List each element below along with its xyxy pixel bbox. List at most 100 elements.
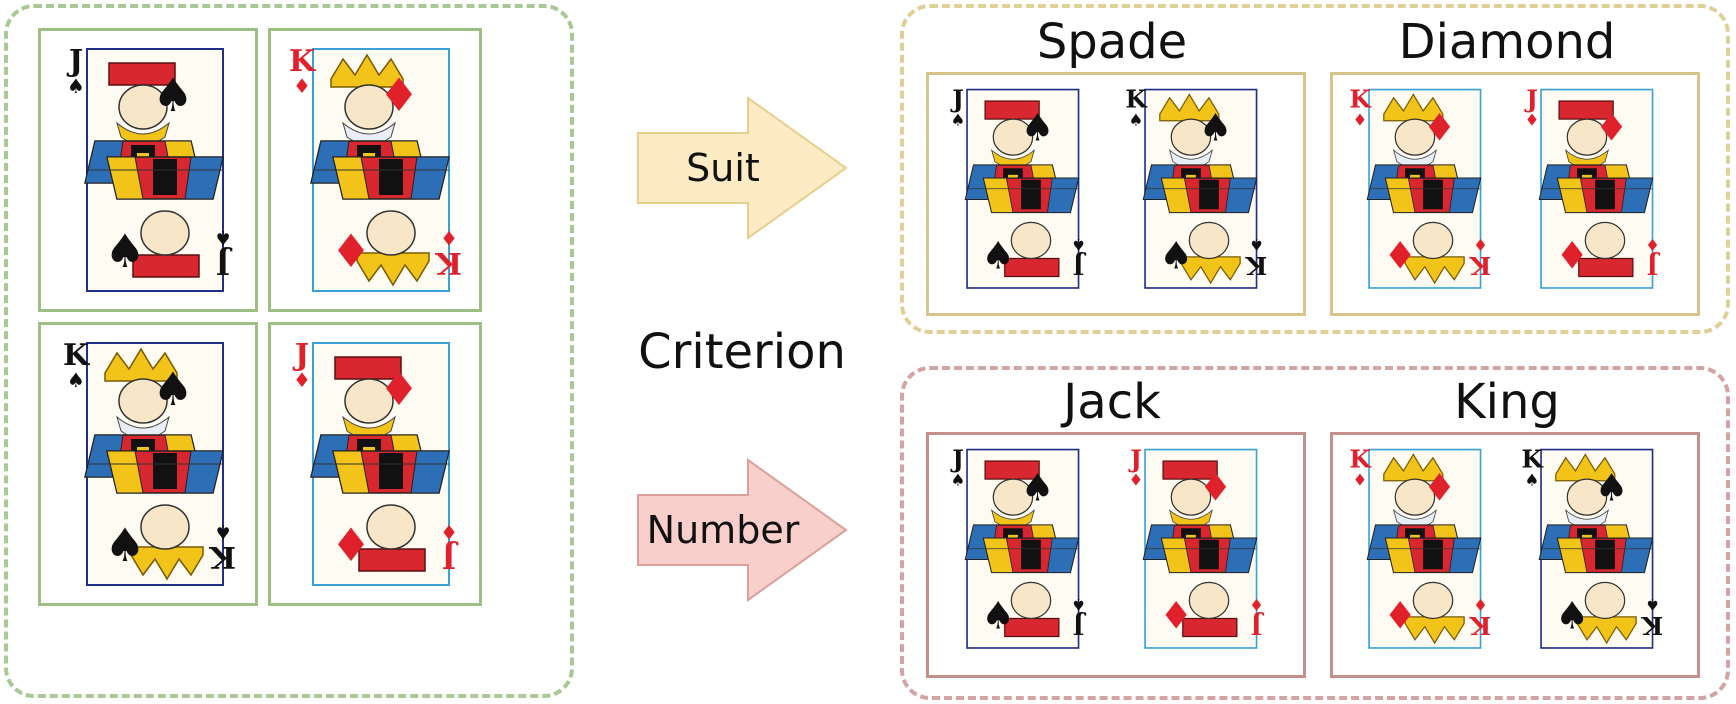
svg-text:K: K <box>1244 251 1267 280</box>
suit-group <box>900 4 1730 334</box>
svg-text:J: J <box>1647 251 1661 280</box>
svg-text:♦: ♦ <box>1383 233 1417 277</box>
svg-text:K: K <box>1521 445 1544 474</box>
svg-text:♦: ♦ <box>440 226 458 250</box>
svg-text:♦: ♦ <box>1159 593 1193 637</box>
svg-text:♠: ♠ <box>1071 595 1086 614</box>
svg-text:K: K <box>289 44 316 79</box>
jack-frame: ♠ ♠ J ♠ J ♠ ♦ <box>926 432 1306 678</box>
svg-text:K: K <box>1640 611 1663 640</box>
svg-text:♦: ♦ <box>1525 111 1540 130</box>
card-king-diamond: ♦ ♦ K ♦ K ♦ <box>289 41 462 299</box>
spade-title: Spade <box>1036 14 1188 70</box>
svg-text:♦: ♦ <box>1473 595 1488 614</box>
svg-text:♠: ♠ <box>1129 111 1144 130</box>
source-frame-jack-diamond: ♦ ♦ J ♦ J ♦ <box>268 322 482 606</box>
svg-text:♠: ♠ <box>1249 235 1264 254</box>
source-cards-group <box>4 4 574 698</box>
king-title: King <box>1454 374 1560 430</box>
svg-text:♦: ♦ <box>1383 593 1417 637</box>
svg-text:K: K <box>63 338 90 373</box>
svg-text:J: J <box>442 539 459 574</box>
svg-text:♦: ♦ <box>378 362 419 416</box>
svg-text:♦: ♦ <box>1353 111 1368 130</box>
svg-text:J: J <box>66 44 83 79</box>
svg-text:♠: ♠ <box>104 224 145 278</box>
svg-text:♠: ♠ <box>214 520 232 544</box>
svg-text:♦: ♦ <box>1249 595 1264 614</box>
svg-text:♦: ♦ <box>1199 465 1233 509</box>
svg-text:♠: ♠ <box>1595 465 1629 509</box>
svg-text:♦: ♦ <box>293 74 311 98</box>
number-group <box>900 366 1730 700</box>
svg-text:J: J <box>950 445 964 474</box>
svg-text:♠: ♠ <box>67 74 85 98</box>
source-frame-king-diamond: ♦ ♦ K ♦ K ♦ <box>268 28 482 312</box>
svg-text:♦: ♦ <box>1555 233 1589 277</box>
svg-text:J: J <box>950 85 964 114</box>
svg-text:♠: ♠ <box>1021 465 1055 509</box>
card-jack-diamond: ♦ ♦ J ♦ J ♦ <box>291 335 459 593</box>
number-arrow-label: Number <box>646 508 800 552</box>
svg-text:♠: ♠ <box>1199 105 1233 149</box>
card-king-spade: ♠ ♠ K ♠ K ♠ <box>1125 83 1267 295</box>
svg-text:♦: ♦ <box>1423 465 1457 509</box>
svg-text:♦: ♦ <box>330 224 371 278</box>
diamond-title: Diamond <box>1398 14 1616 70</box>
svg-text:♠: ♠ <box>152 68 193 122</box>
number-arrow: Number <box>637 458 848 602</box>
svg-text:♦: ♦ <box>440 520 458 544</box>
svg-text:♠: ♠ <box>214 226 232 250</box>
suit-arrow: Suit <box>637 96 848 240</box>
spade-frame: ♠ ♠ J ♠ J ♠ ♠ <box>926 72 1306 316</box>
svg-text:K: K <box>1349 85 1372 114</box>
source-frame-jack-spade: ♠ ♠ J ♠ J ♠ <box>38 28 258 312</box>
svg-text:K: K <box>1468 251 1491 280</box>
svg-text:♠: ♠ <box>152 362 193 416</box>
king-frame: ♦ ♦ K ♦ K ♦ ♠ <box>1330 432 1700 678</box>
svg-text:♠: ♠ <box>951 471 966 490</box>
svg-text:♦: ♦ <box>1473 235 1488 254</box>
svg-text:K: K <box>435 245 462 280</box>
source-frame-king-spade: ♠ ♠ K ♠ K ♠ <box>38 322 258 606</box>
svg-text:K: K <box>209 539 236 574</box>
svg-text:♠: ♠ <box>1159 233 1193 277</box>
svg-text:J: J <box>1073 611 1087 640</box>
suit-arrow-label: Suit <box>686 146 760 190</box>
svg-text:J: J <box>1524 85 1538 114</box>
svg-text:J: J <box>216 245 233 280</box>
svg-text:♠: ♠ <box>1645 595 1660 614</box>
svg-text:♦: ♦ <box>1595 105 1629 149</box>
svg-text:♠: ♠ <box>981 593 1015 637</box>
svg-text:♦: ♦ <box>1353 471 1368 490</box>
svg-text:K: K <box>1125 85 1148 114</box>
card-jack-diamond: ♦ ♦ J ♦ J ♦ <box>1127 443 1265 655</box>
svg-text:J: J <box>1073 251 1087 280</box>
jack-title: Jack <box>1063 374 1161 430</box>
criterion-label: Criterion <box>638 324 846 380</box>
svg-text:J: J <box>1251 611 1265 640</box>
svg-text:K: K <box>1349 445 1372 474</box>
svg-text:♠: ♠ <box>67 368 85 392</box>
svg-text:♠: ♠ <box>981 233 1015 277</box>
svg-text:K: K <box>1468 611 1491 640</box>
svg-text:♠: ♠ <box>1071 235 1086 254</box>
svg-text:♦: ♦ <box>1423 105 1457 149</box>
svg-text:♦: ♦ <box>293 368 311 392</box>
svg-text:♠: ♠ <box>1525 471 1540 490</box>
card-jack-diamond: ♦ ♦ J ♦ J ♦ <box>1523 83 1661 295</box>
svg-text:♦: ♦ <box>330 518 371 572</box>
svg-text:J: J <box>292 338 309 373</box>
card-jack-spade: ♠ ♠ J ♠ J ♠ <box>65 41 233 299</box>
card-jack-spade: ♠ ♠ J ♠ J ♠ <box>949 443 1087 655</box>
svg-text:♦: ♦ <box>378 68 419 122</box>
svg-text:♠: ♠ <box>104 518 145 572</box>
svg-text:J: J <box>1128 445 1142 474</box>
card-king-diamond: ♦ ♦ K ♦ K ♦ <box>1349 443 1491 655</box>
card-king-diamond: ♦ ♦ K ♦ K ♦ <box>1349 83 1491 295</box>
diamond-frame: ♦ ♦ K ♦ K ♦ ♦ <box>1330 72 1700 316</box>
svg-text:♠: ♠ <box>1021 105 1055 149</box>
card-jack-spade: ♠ ♠ J ♠ J ♠ <box>949 83 1087 295</box>
svg-text:♦: ♦ <box>1129 471 1144 490</box>
card-king-spade: ♠ ♠ K ♠ K ♠ <box>63 335 236 593</box>
